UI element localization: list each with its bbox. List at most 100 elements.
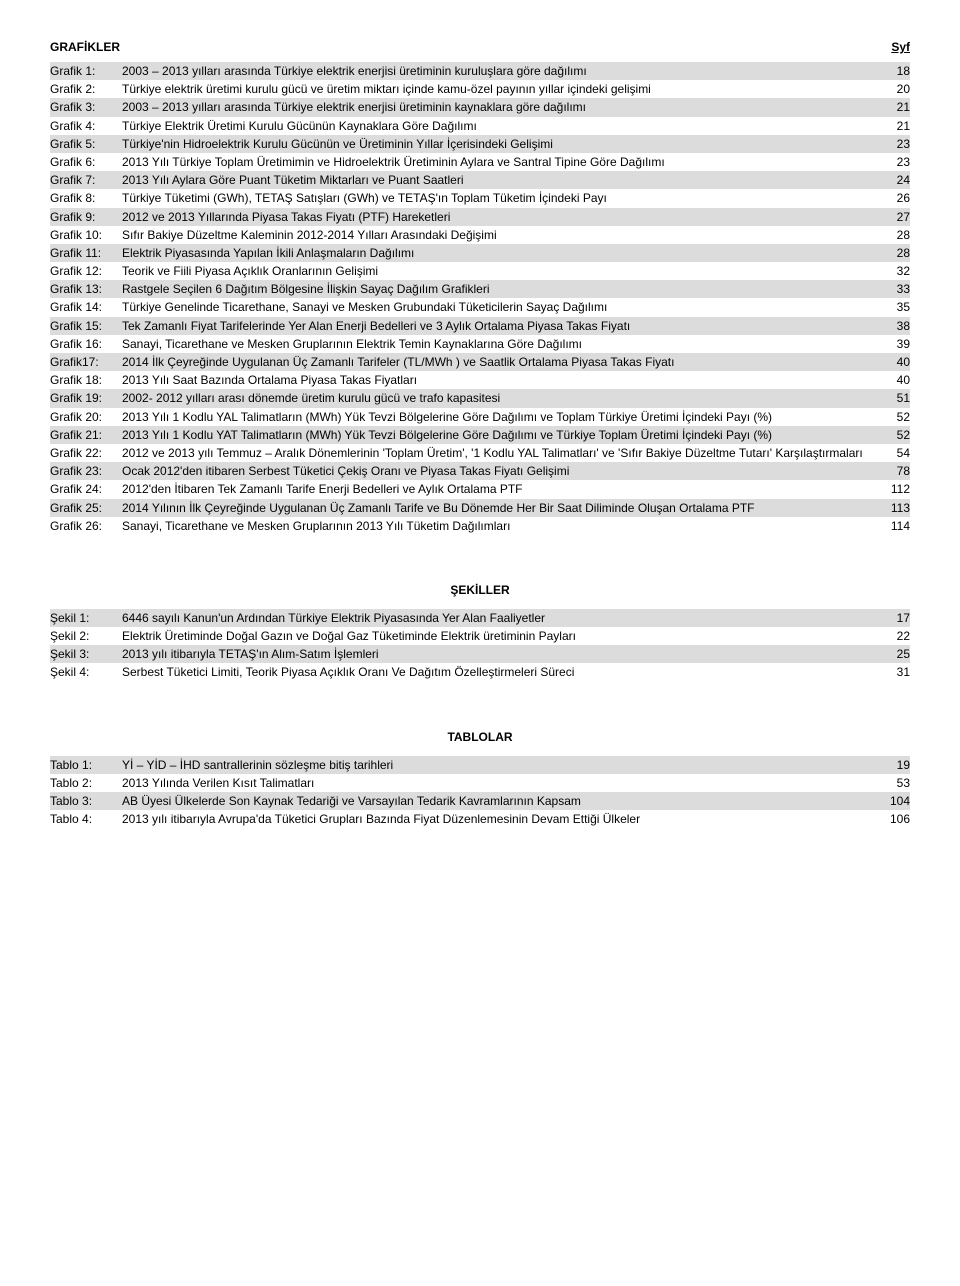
grafik-page: 40: [876, 354, 910, 370]
sekil-row: Şekil 1:6446 sayılı Kanun'un Ardından Tü…: [50, 609, 910, 627]
grafik-row: Grafik 3:2003 – 2013 yılları arasında Tü…: [50, 98, 910, 116]
grafik-text: Türkiye Elektrik Üretimi Kurulu Gücünün …: [122, 118, 876, 134]
grafik-text: 2012 ve 2013 Yıllarında Piyasa Takas Fiy…: [122, 209, 876, 225]
grafik-row: Grafik 7:2013 Yılı Aylara Göre Puant Tük…: [50, 171, 910, 189]
grafik-label: Grafik 3:: [50, 99, 122, 115]
grafik-text: 2003 – 2013 yılları arasında Türkiye ele…: [122, 99, 876, 115]
grafik-row: Grafik17:2014 İlk Çeyreğinde Uygulanan Ü…: [50, 353, 910, 371]
grafik-text: 2013 Yılı Aylara Göre Puant Tüketim Mikt…: [122, 172, 876, 188]
grafik-label: Grafik 5:: [50, 136, 122, 152]
grafik-label: Grafik17:: [50, 354, 122, 370]
grafik-text: 2014 Yılının İlk Çeyreğinde Uygulanan Üç…: [122, 500, 876, 516]
sekil-label: Şekil 1:: [50, 610, 122, 626]
sekil-text: Serbest Tüketici Limiti, Teorik Piyasa A…: [122, 664, 876, 680]
grafik-row: Grafik 18:2013 Yılı Saat Bazında Ortalam…: [50, 371, 910, 389]
grafik-label: Grafik 13:: [50, 281, 122, 297]
sekil-page: 31: [876, 664, 910, 680]
grafik-text: 2012 ve 2013 yılı Temmuz – Aralık Döneml…: [122, 445, 876, 461]
grafik-text: 2013 Yılı Türkiye Toplam Üretimimin ve H…: [122, 154, 876, 170]
grafik-row: Grafik 15:Tek Zamanlı Fiyat Tarifelerind…: [50, 317, 910, 335]
grafik-text: 2012'den İtibaren Tek Zamanlı Tarife Ene…: [122, 481, 876, 497]
tablo-text: 2013 yılı itibarıyla Avrupa'da Tüketici …: [122, 811, 876, 827]
grafik-row: Grafik 14:Türkiye Genelinde Ticarethane,…: [50, 298, 910, 316]
grafik-text: 2002- 2012 yılları arası dönemde üretim …: [122, 390, 876, 406]
grafik-label: Grafik 15:: [50, 318, 122, 334]
header-left: GRAFİKLER: [50, 40, 120, 54]
tablo-label: Tablo 1:: [50, 757, 122, 773]
grafik-text: Sanayi, Ticarethane ve Mesken Gruplarını…: [122, 518, 876, 534]
tablolar-list: Tablo 1:Yİ – YİD – İHD santrallerinin sö…: [50, 756, 910, 829]
grafik-row: Grafik 11:Elektrik Piyasasında Yapılan İ…: [50, 244, 910, 262]
grafik-page: 20: [876, 81, 910, 97]
grafik-text: Ocak 2012'den itibaren Serbest Tüketici …: [122, 463, 876, 479]
grafik-page: 21: [876, 99, 910, 115]
sekil-row: Şekil 2:Elektrik Üretiminde Doğal Gazın …: [50, 627, 910, 645]
grafik-text: Sıfır Bakiye Düzeltme Kaleminin 2012-201…: [122, 227, 876, 243]
grafik-page: 26: [876, 190, 910, 206]
grafik-text: 2014 İlk Çeyreğinde Uygulanan Üç Zamanlı…: [122, 354, 876, 370]
grafik-row: Grafik 25:2014 Yılının İlk Çeyreğinde Uy…: [50, 499, 910, 517]
grafik-row: Grafik 26:Sanayi, Ticarethane ve Mesken …: [50, 517, 910, 535]
grafik-row: Grafik 12:Teorik ve Fiili Piyasa Açıklık…: [50, 262, 910, 280]
tablo-label: Tablo 4:: [50, 811, 122, 827]
grafik-text: 2013 Yılı 1 Kodlu YAT Talimatların (MWh)…: [122, 427, 876, 443]
tablo-label: Tablo 2:: [50, 775, 122, 791]
header-right: Syf: [891, 40, 910, 54]
grafik-page: 113: [876, 500, 910, 516]
grafik-row: Grafik 20:2013 Yılı 1 Kodlu YAL Talimatl…: [50, 408, 910, 426]
grafik-label: Grafik 18:: [50, 372, 122, 388]
grafik-label: Grafik 19:: [50, 390, 122, 406]
grafik-label: Grafik 2:: [50, 81, 122, 97]
sekil-text: Elektrik Üretiminde Doğal Gazın ve Doğal…: [122, 628, 876, 644]
grafik-page: 33: [876, 281, 910, 297]
tablo-page: 53: [876, 775, 910, 791]
grafik-label: Grafik 12:: [50, 263, 122, 279]
grafik-page: 23: [876, 136, 910, 152]
grafik-text: Türkiye Genelinde Ticarethane, Sanayi ve…: [122, 299, 876, 315]
grafik-row: Grafik 5:Türkiye'nin Hidroelektrik Kurul…: [50, 135, 910, 153]
grafik-label: Grafik 4:: [50, 118, 122, 134]
grafik-row: Grafik 16:Sanayi, Ticarethane ve Mesken …: [50, 335, 910, 353]
grafik-row: Grafik 19:2002- 2012 yılları arası dönem…: [50, 389, 910, 407]
tablo-page: 104: [876, 793, 910, 809]
tablo-row: Tablo 4:2013 yılı itibarıyla Avrupa'da T…: [50, 810, 910, 828]
grafik-label: Grafik 7:: [50, 172, 122, 188]
grafik-label: Grafik 8:: [50, 190, 122, 206]
grafik-text: 2013 Yılı 1 Kodlu YAL Talimatların (MWh)…: [122, 409, 876, 425]
tablo-text: Yİ – YİD – İHD santrallerinin sözleşme b…: [122, 757, 876, 773]
grafik-label: Grafik 1:: [50, 63, 122, 79]
tablo-page: 106: [876, 811, 910, 827]
grafik-text: Teorik ve Fiili Piyasa Açıklık Oranların…: [122, 263, 876, 279]
grafik-row: Grafik 21:2013 Yılı 1 Kodlu YAT Talimatl…: [50, 426, 910, 444]
grafik-row: Grafik 22:2012 ve 2013 yılı Temmuz – Ara…: [50, 444, 910, 462]
grafik-row: Grafik 24:2012'den İtibaren Tek Zamanlı …: [50, 480, 910, 498]
grafik-label: Grafik 25:: [50, 500, 122, 516]
grafik-page: 38: [876, 318, 910, 334]
grafik-page: 27: [876, 209, 910, 225]
grafik-page: 24: [876, 172, 910, 188]
sekil-row: Şekil 4:Serbest Tüketici Limiti, Teorik …: [50, 663, 910, 681]
grafik-page: 114: [876, 518, 910, 534]
grafik-page: 39: [876, 336, 910, 352]
grafik-row: Grafik 8:Türkiye Tüketimi (GWh), TETAŞ S…: [50, 189, 910, 207]
sekil-page: 25: [876, 646, 910, 662]
grafik-text: 2013 Yılı Saat Bazında Ortalama Piyasa T…: [122, 372, 876, 388]
tablo-row: Tablo 3:AB Üyesi Ülkelerde Son Kaynak Te…: [50, 792, 910, 810]
tablo-page: 19: [876, 757, 910, 773]
grafik-row: Grafik 13:Rastgele Seçilen 6 Dağıtım Böl…: [50, 280, 910, 298]
sekiller-list: Şekil 1:6446 sayılı Kanun'un Ardından Tü…: [50, 609, 910, 682]
grafik-label: Grafik 21:: [50, 427, 122, 443]
grafik-row: Grafik 10:Sıfır Bakiye Düzeltme Kalemini…: [50, 226, 910, 244]
grafik-page: 35: [876, 299, 910, 315]
grafik-label: Grafik 10:: [50, 227, 122, 243]
page-header: GRAFİKLER Syf: [50, 40, 910, 54]
grafikler-list: Grafik 1: 2003 – 2013 yılları arasında Tü…: [50, 62, 910, 535]
grafik-row: Grafik 2:Türkiye elektrik üretimi kurulu…: [50, 80, 910, 98]
grafik-page: 78: [876, 463, 910, 479]
grafik-text: Sanayi, Ticarethane ve Mesken Gruplarını…: [122, 336, 876, 352]
grafik-page: 52: [876, 427, 910, 443]
tablo-row: Tablo 1:Yİ – YİD – İHD santrallerinin sö…: [50, 756, 910, 774]
grafik-text: Türkiye Tüketimi (GWh), TETAŞ Satışları …: [122, 190, 876, 206]
grafik-page: 54: [876, 445, 910, 461]
grafik-page: 18: [876, 63, 910, 79]
